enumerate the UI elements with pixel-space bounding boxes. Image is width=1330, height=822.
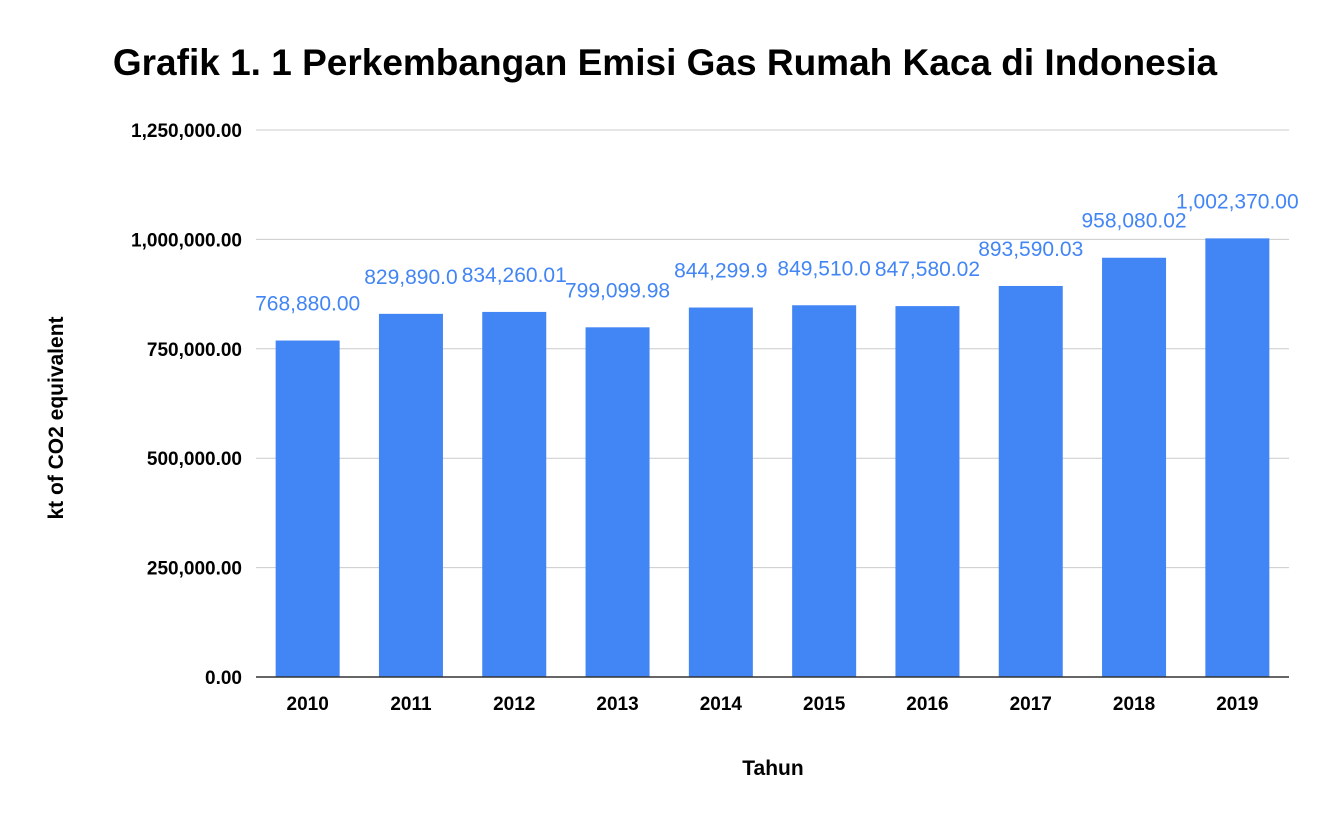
x-tick-label: 2013 — [596, 694, 638, 715]
bar-2019 — [1205, 238, 1270, 677]
bar-2012 — [482, 311, 547, 677]
bar-2010 — [275, 340, 340, 677]
bars — [275, 238, 1270, 677]
bar-2011 — [378, 313, 443, 677]
bar-2016 — [895, 306, 960, 677]
bar-2015 — [792, 305, 857, 677]
x-axis-tick-labels: 2010 2011 2012 2013 2014 2015 2016 2017 2018 2019 — [287, 694, 1259, 715]
chart-title: Grafik 1. 1 Perkembangan Emisi Gas Rumah… — [112, 42, 1218, 83]
bar-2018 — [1102, 257, 1167, 677]
data-label: 768,880.00 — [255, 293, 360, 316]
x-tick-label: 2017 — [1010, 694, 1052, 715]
data-label: 893,590.03 — [978, 238, 1083, 261]
data-label: 1,002,370.00 — [1176, 190, 1299, 213]
y-tick-label: 1,000,000.00 — [131, 230, 242, 251]
y-tick-label: 500,000.00 — [147, 449, 242, 470]
y-tick-label: 1,250,000.00 — [131, 121, 242, 142]
x-tick-label: 2019 — [1216, 694, 1258, 715]
bar-2017 — [998, 285, 1063, 677]
data-label: 844,299.9 — [674, 260, 767, 283]
data-label: 834,260.01 — [462, 264, 567, 287]
bar-2013 — [585, 327, 650, 677]
bar-2014 — [688, 307, 753, 677]
x-tick-label: 2018 — [1113, 694, 1155, 715]
data-label: 829,890.0 — [364, 266, 457, 289]
x-tick-label: 2014 — [700, 694, 743, 715]
x-axis-title: Tahun — [742, 757, 803, 780]
y-axis-title: kt of CO2 equivalent — [45, 316, 68, 519]
data-label: 958,080.02 — [1081, 210, 1186, 233]
data-label: 849,510.0 — [777, 257, 870, 280]
x-tick-label: 2011 — [390, 694, 432, 715]
x-tick-label: 2010 — [287, 694, 329, 715]
x-tick-label: 2015 — [803, 694, 846, 715]
x-tick-label: 2016 — [906, 694, 948, 715]
x-tick-label: 2012 — [493, 694, 535, 715]
data-label: 847,580.02 — [875, 258, 980, 281]
y-tick-label: 250,000.00 — [147, 559, 242, 580]
y-tick-label: 0.00 — [205, 668, 242, 689]
y-tick-label: 750,000.00 — [147, 340, 242, 361]
y-axis-tick-labels: 0.00 250,000.00 500,000.00 750,000.00 1,000,… — [131, 121, 242, 689]
data-label: 799,099.98 — [565, 279, 670, 302]
